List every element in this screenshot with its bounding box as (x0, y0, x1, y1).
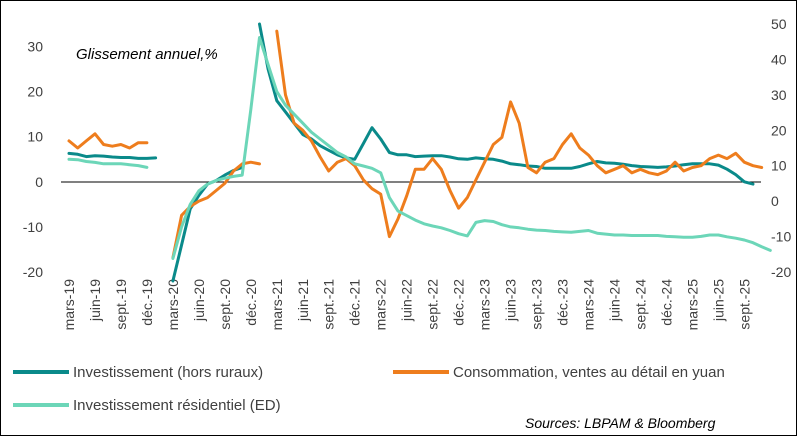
left-tick-label: -10 (23, 219, 43, 235)
x-tick-label: sept.-21 (321, 279, 337, 330)
legend-label-residentiel: Investissement résidentiel (ED) (73, 397, 281, 414)
left-tick-label: 30 (27, 39, 43, 55)
x-tick-label: mars-19 (61, 279, 77, 331)
x-tick-label: juin-23 (503, 279, 519, 322)
series-line-consommation (67, 29, 764, 260)
legend: Investissement (hors ruraux) Consommatio… (13, 364, 725, 414)
right-tick-label: 50 (771, 16, 787, 32)
x-tick-label: mars-20 (165, 279, 181, 331)
x-tick-label: déc.-24 (658, 279, 674, 326)
right-y-axis: -20 -10 0 10 20 30 40 50 (771, 16, 791, 280)
right-tick-label: -20 (771, 264, 791, 280)
left-tick-label: 20 (27, 84, 43, 100)
left-y-axis: -20 -10 0 10 20 30 (23, 39, 43, 280)
x-tick-label: sept.-19 (113, 279, 129, 330)
series-layer (67, 22, 772, 283)
right-tick-label: 0 (771, 193, 779, 209)
x-tick-label: mars-25 (684, 279, 700, 331)
x-tick-label: déc.-21 (347, 279, 363, 326)
left-tick-label: 0 (35, 174, 43, 190)
x-tick-label: juin-21 (295, 279, 311, 322)
x-tick-label: mars-21 (269, 279, 285, 331)
x-tick-label: sept.-20 (217, 279, 233, 330)
right-tick-label: 20 (771, 122, 787, 138)
x-tick-label: mars-23 (477, 279, 493, 331)
chart-annotation: Glissement annuel,% (76, 46, 218, 63)
x-tick-label: juin-20 (191, 279, 207, 322)
legend-label-investissement: Investissement (hors ruraux) (73, 364, 263, 381)
x-tick-label: mars-22 (373, 279, 389, 331)
x-tick-label: déc.-22 (451, 279, 467, 326)
right-tick-label: 30 (771, 87, 787, 103)
x-tick-label: déc.-19 (139, 279, 155, 326)
left-tick-label: -20 (23, 264, 43, 280)
series-line-residentiel (67, 36, 772, 260)
x-tick-label: mars-24 (580, 279, 596, 331)
x-tick-label: sept.-24 (632, 279, 648, 330)
source-note: Sources: LBPAM & Bloomberg (525, 415, 716, 431)
x-tick-label: juin-25 (710, 279, 726, 322)
x-tick-label: déc.-20 (243, 279, 259, 326)
x-axis: mars-19 juin-19 sept.-19 déc.-19 mars-20 juin… (61, 279, 752, 331)
x-tick-label: juin-19 (87, 279, 103, 322)
x-tick-label: sept.-23 (529, 279, 545, 330)
right-tick-label: 10 (771, 158, 787, 174)
x-tick-label: juin-24 (606, 279, 622, 322)
x-tick-label: sept.-25 (736, 279, 752, 330)
left-tick-label: 10 (27, 129, 43, 145)
right-tick-label: 40 (771, 51, 787, 67)
x-tick-label: déc.-23 (555, 279, 571, 326)
right-tick-label: -10 (771, 229, 791, 245)
legend-label-consommation: Consommation, ventes au détail en yuan (453, 364, 725, 381)
x-tick-label: sept.-22 (425, 279, 441, 330)
x-tick-label: juin-22 (399, 279, 415, 322)
